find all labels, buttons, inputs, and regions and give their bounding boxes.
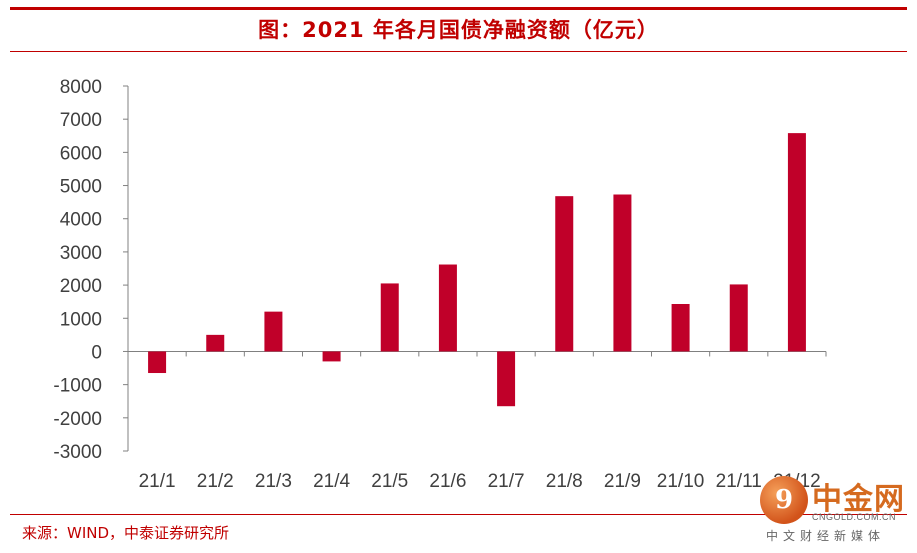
bottom-rule <box>10 514 907 515</box>
y-tick-label: 1000 <box>60 309 102 330</box>
x-tick-label: 21/7 <box>488 471 525 492</box>
x-tick-label: 21/11 <box>716 471 762 492</box>
x-tick-label: 21/5 <box>371 471 408 492</box>
source-note: 来源：WIND，中泰证券研究所 <box>22 524 230 542</box>
x-tick-label: 21/8 <box>546 471 583 492</box>
y-tick-label: 4000 <box>60 210 102 231</box>
bar-21-1 <box>148 351 167 374</box>
chart-title: 图：2021 年各月国债净融资额（亿元） <box>258 18 659 42</box>
y-tick-label: 8000 <box>60 77 102 98</box>
bar-21-4 <box>322 351 341 362</box>
cngold-logo: 9 中金网 CNGOLD.COM.CN 中文财经新媒体 <box>760 474 910 546</box>
bar-21-6 <box>438 264 457 352</box>
title-rule <box>10 51 907 52</box>
bar-21-9 <box>613 194 632 352</box>
x-tick-label: 21/3 <box>255 471 292 492</box>
y-tick-label: -3000 <box>53 442 102 463</box>
logo-domain: CNGOLD.COM.CN <box>812 512 897 522</box>
chart-bars <box>148 133 806 407</box>
chart-axes <box>123 85 827 452</box>
y-tick-label: -1000 <box>53 376 102 397</box>
x-tick-label: 21/10 <box>657 471 705 492</box>
y-tick-label: 0 <box>91 342 102 363</box>
y-tick-label: 3000 <box>60 243 102 264</box>
x-tick-label: 21/9 <box>604 471 641 492</box>
logo-icon: 9 <box>760 476 808 524</box>
y-tick-label: 2000 <box>60 276 102 297</box>
x-tick-label: 21/4 <box>313 471 350 492</box>
y-tick-label: 6000 <box>60 143 102 164</box>
bar-21-8 <box>555 196 574 352</box>
bar-21-10 <box>671 304 690 352</box>
y-tick-labels: 8000 7000 6000 5000 4000 3000 2000 1000 0 -1000 -2… <box>53 77 102 463</box>
bar-21-12 <box>787 133 806 352</box>
x-tick-label: 21/2 <box>197 471 234 492</box>
y-tick-label: -2000 <box>53 409 102 430</box>
bar-21-11 <box>729 284 748 352</box>
bar-21-2 <box>206 334 225 352</box>
bar-21-7 <box>497 351 516 407</box>
bar-21-3 <box>264 311 283 352</box>
y-tick-label: 7000 <box>60 110 102 131</box>
logo-subtitle: 中文财经新媒体 <box>766 529 886 543</box>
x-tick-label: 21/6 <box>429 471 466 492</box>
logo-name: 中金网 <box>812 482 905 517</box>
top-rule <box>10 7 907 10</box>
bar-21-5 <box>380 283 399 352</box>
x-tick-labels: 21/1 21/2 21/3 21/4 21/5 21/6 21/7 21/8 21/9 21/1… <box>139 471 821 492</box>
y-tick-label: 5000 <box>60 177 102 198</box>
x-tick-label: 21/1 <box>139 471 176 492</box>
